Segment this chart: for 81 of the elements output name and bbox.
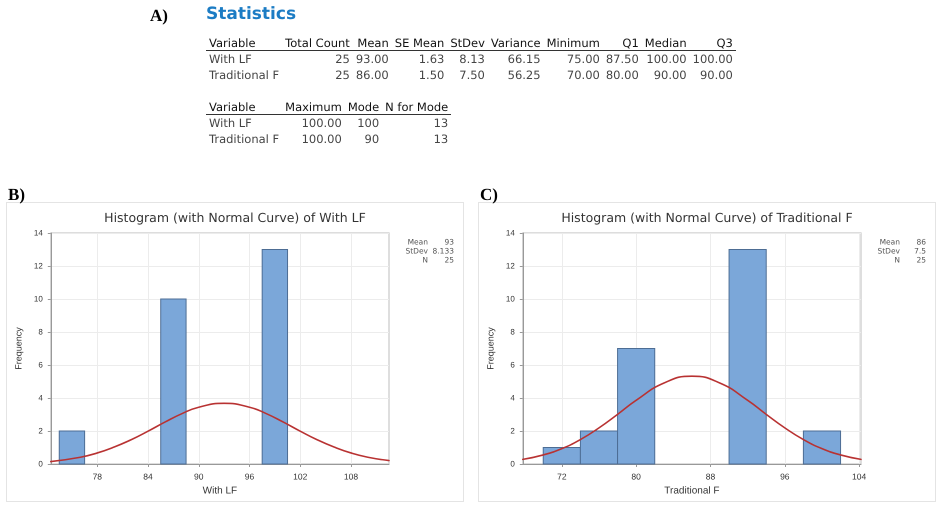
text: Traditional F [208, 131, 280, 147]
text: C) [480, 185, 498, 204]
x-tick-label: 102 [293, 472, 308, 482]
x-tick-label: 88 [706, 472, 716, 482]
text: 100.00 [300, 131, 343, 147]
text: 86.00 [354, 67, 390, 83]
text: 25 [334, 67, 351, 83]
x-axis-title: With LF [202, 485, 238, 496]
text: Traditional F [208, 67, 280, 83]
y-tick-label: 0 [510, 460, 516, 468]
x-tick-label: 84 [143, 472, 154, 482]
text: 13 [432, 115, 450, 131]
y-tick-label: 14 [34, 228, 44, 238]
chart-title: Histogram (with Normal Curve) of Traditional F [561, 210, 853, 225]
text: Q1 [602, 36, 642, 50]
y-axis-title: Frequency [14, 326, 24, 370]
text: Variance [488, 36, 544, 50]
x-tick-label: 96 [780, 472, 790, 482]
y-tick-label: 8 [38, 328, 44, 336]
text: 1.63 [418, 51, 446, 67]
text: StDev [447, 36, 488, 50]
y-tick-label: 12 [506, 262, 516, 270]
text: SE Mean [392, 36, 448, 50]
text: 70.00 [566, 67, 601, 83]
x-axis-title: Traditional F [664, 485, 720, 496]
y-tick-label: 2 [510, 426, 516, 436]
y-tick-label: 2 [38, 426, 44, 436]
text: 25 [334, 51, 351, 67]
text: 93.00 [354, 51, 390, 67]
text: 90 [364, 131, 380, 147]
text: Mean [352, 36, 392, 50]
text: 90.00 [652, 67, 688, 83]
x-tick-label: 104 [852, 472, 867, 482]
y-tick-label: 10 [506, 294, 516, 304]
text: Variable [206, 36, 282, 50]
y-tick-label: 0 [38, 460, 44, 468]
text: 100.00 [692, 51, 734, 67]
y-tick-label: 4 [38, 394, 44, 402]
text: Statistics [206, 4, 296, 24]
text: B) [8, 185, 25, 204]
text: 56.25 [506, 67, 542, 83]
y-tick-label: 10 [34, 294, 44, 304]
text: Maximum [282, 100, 345, 114]
text: 100 [356, 115, 380, 131]
text: With LF [208, 51, 253, 67]
y-tick-label: 6 [38, 360, 44, 370]
x-tick-label: 108 [344, 472, 358, 482]
x-tick-label: 96 [244, 472, 254, 482]
text: 75.00 [566, 51, 601, 67]
text: 87.50 [604, 51, 640, 67]
text: N for Mode [382, 100, 452, 114]
text: A) [150, 6, 168, 26]
text: With LF [208, 115, 253, 131]
y-tick-label: 12 [34, 262, 44, 270]
text: Minimum [544, 36, 603, 50]
x-tick-label: 90 [194, 472, 204, 482]
text: 13 [432, 131, 450, 147]
text: Mode [344, 100, 382, 114]
text: Variable [206, 100, 282, 114]
x-tick-label: 72 [557, 472, 567, 482]
y-tick-label: 14 [506, 228, 516, 238]
text: Total Count [282, 36, 353, 50]
text: Median [642, 36, 690, 50]
text: 8.13 [458, 51, 486, 67]
y-tick-label: 4 [510, 394, 516, 402]
y-tick-label: 6 [510, 360, 516, 370]
text: 1.50 [418, 67, 446, 83]
y-tick-label: 8 [510, 328, 516, 336]
line-series [522, 375, 862, 460]
text: 66.15 [506, 51, 542, 67]
text: 100.00 [645, 51, 688, 67]
text: 90.00 [698, 67, 734, 83]
chart-title: Histogram (with Normal Curve) of With LF [104, 210, 366, 225]
text: 7.50 [458, 67, 486, 83]
text: 80.00 [604, 67, 640, 83]
y-axis-title: Frequency [486, 326, 496, 370]
x-tick-label: 78 [92, 472, 102, 482]
text: 100.00 [300, 115, 343, 131]
line-series [50, 402, 390, 462]
text: Q3 [690, 36, 736, 50]
x-tick-label: 80 [631, 472, 642, 482]
